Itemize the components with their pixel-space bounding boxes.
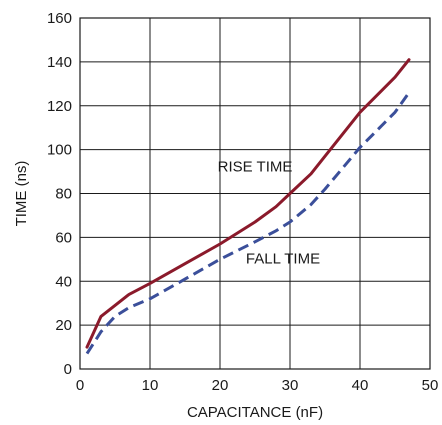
- y-tick-label-80: 80: [55, 186, 72, 203]
- series-layer: [85, 58, 411, 355]
- x-axis-title: CAPACITANCE (nF): [187, 404, 323, 421]
- annotation-fall-time: FALL TIME: [246, 251, 320, 268]
- annotations: RISE TIME FALL TIME: [218, 159, 320, 268]
- y-tick-label-20: 20: [55, 317, 72, 334]
- y-axis-title: TIME (ns): [13, 161, 30, 227]
- y-tick-label-0: 0: [64, 361, 72, 378]
- x-tick-label-50: 50: [422, 377, 439, 394]
- x-tick-label-0: 0: [76, 377, 84, 394]
- y-tick-label-60: 60: [55, 229, 72, 246]
- y-tick-label-140: 140: [47, 54, 72, 71]
- x-tick-label-10: 10: [142, 377, 159, 394]
- series-line-fall-time: [85, 91, 411, 355]
- y-tick-label-160: 160: [47, 10, 72, 27]
- y-tick-label-100: 100: [47, 142, 72, 159]
- annotation-rise-time: RISE TIME: [218, 159, 293, 176]
- y-tick-labels: 0 20 40 60 80 100 120 140 160: [47, 10, 72, 378]
- x-tick-label-20: 20: [212, 377, 229, 394]
- grid: [79, 17, 431, 370]
- plot-frame: [79, 17, 431, 370]
- series-line-rise-time: [85, 58, 411, 349]
- y-tick-label-120: 120: [47, 98, 72, 115]
- x-tick-labels: 0 10 20 30 40 50: [76, 377, 439, 394]
- x-tick-label-40: 40: [352, 377, 369, 394]
- y-tick-label-40: 40: [55, 273, 72, 290]
- x-tick-label-30: 30: [282, 377, 299, 394]
